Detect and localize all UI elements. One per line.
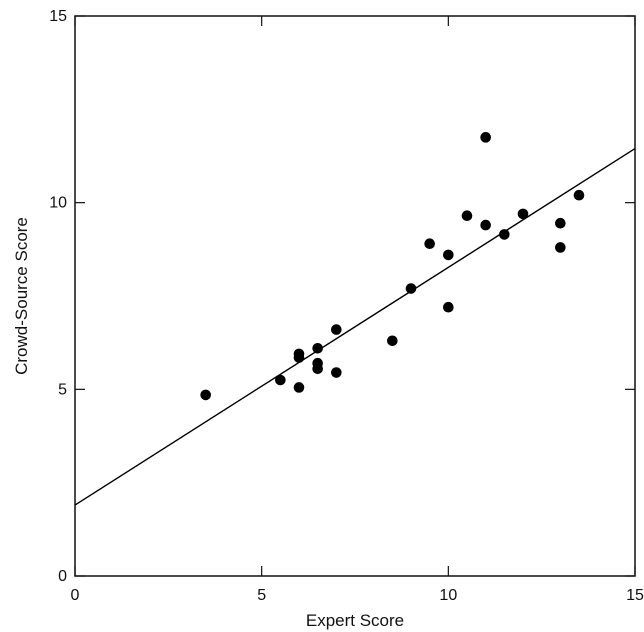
data-point-1: [275, 374, 286, 386]
x-axis-label: Expert Score: [306, 611, 404, 630]
data-point-13: [443, 301, 454, 313]
data-point-20: [555, 242, 566, 253]
data-point-12: [424, 238, 435, 250]
x-tick-label-1: 5: [257, 587, 266, 604]
y-tick-label-2: 10: [49, 195, 67, 212]
y-tick-label-0: 0: [58, 568, 67, 585]
data-point-9: [331, 324, 342, 335]
data-point-16: [480, 219, 491, 231]
y-axis-label: Crowd-Source Score: [12, 217, 31, 375]
data-point-15: [461, 210, 473, 222]
data-point-6: [312, 357, 323, 369]
x-tick-label-0: 0: [71, 587, 80, 604]
y-tick-label-3: 15: [49, 8, 67, 25]
data-point-4: [293, 348, 305, 360]
data-point-10: [387, 335, 398, 347]
points-layer: [200, 132, 585, 401]
data-point-18: [499, 229, 510, 240]
data-point-14: [443, 249, 454, 261]
trendline-layer: [74, 147, 636, 506]
data-point-0: [200, 389, 211, 401]
data-point-7: [312, 342, 323, 354]
data-point-22: [573, 189, 585, 201]
data-point-2: [293, 382, 305, 393]
ticks-layer: [74, 15, 636, 577]
x-tick-label-3: 15: [626, 587, 644, 604]
x-tick-label-2: 10: [439, 587, 457, 604]
data-point-19: [517, 208, 529, 220]
data-point-17: [480, 132, 491, 143]
trend-line: [74, 147, 636, 506]
labels-layer: 0 5 10 15 0 5 10 15: [49, 8, 644, 604]
y-tick-label-1: 5: [58, 381, 67, 398]
data-point-11: [405, 283, 417, 294]
data-point-21: [555, 217, 566, 229]
data-point-8: [331, 367, 342, 378]
plot-frame: [74, 15, 636, 577]
